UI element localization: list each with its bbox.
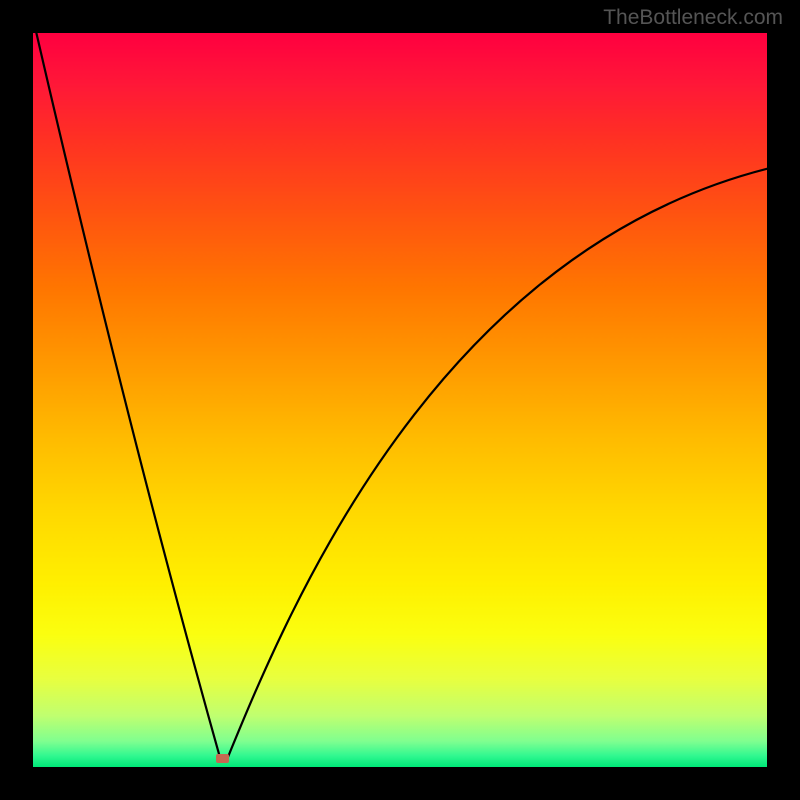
chart-container: TheBottleneck.com [0,0,800,800]
curve-svg [33,33,767,767]
watermark-text: TheBottleneck.com [603,6,783,30]
bottleneck-curve [33,33,767,760]
optimal-point-marker [216,754,229,763]
plot-area [33,33,767,767]
